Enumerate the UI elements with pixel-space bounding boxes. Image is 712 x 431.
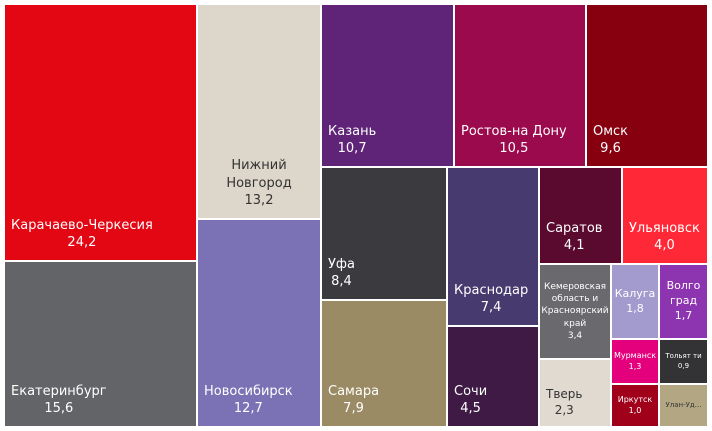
value-label: 1,0 (628, 405, 642, 415)
category-label: Мурманск (613, 350, 657, 360)
value-label: 1,3 (628, 361, 642, 371)
tile-label: Сочи 4,5 (454, 383, 487, 418)
category-label: Улан-Уд... (665, 400, 702, 409)
tile: Калуга 1,8 (612, 265, 658, 338)
tile: Омск 9,6 (587, 5, 707, 166)
category-label: Омск (593, 123, 629, 139)
value-label: 10,7 (337, 141, 367, 157)
tile: Самара 7,9 (322, 301, 446, 426)
tile: Екатеринбург 15,6 (5, 262, 196, 426)
tile: Тольят ти 0,9 (660, 340, 707, 383)
tile: Ульяновск 4,0 (623, 168, 707, 263)
category-label: Казань (328, 123, 377, 139)
value-label: 4,1 (563, 238, 585, 254)
value-label: 12,7 (233, 401, 263, 417)
category-label: Сочи (454, 383, 488, 399)
category-label: Ростов-на Дону (461, 123, 567, 139)
tile-label: Саратов 4,1 (546, 220, 602, 255)
tile-label: Калуга 1,8 (615, 287, 656, 317)
tile-label: Ростов-на Дону 10,5 (461, 123, 567, 158)
tile-label: Уфа 8,4 (328, 256, 355, 291)
category-label: Саратов (546, 220, 603, 236)
value-label: 9,6 (600, 141, 621, 157)
tile-label: Иркутск 1,0 (618, 395, 653, 417)
tile-label: Екатеринбург 15,6 (11, 383, 107, 418)
category-label: Кемеровская область и Красноярский край (541, 282, 609, 329)
tile-label: Казань 10,7 (328, 123, 376, 158)
tile-label: Тольят ти 0,9 (665, 352, 701, 371)
value-label: 24,2 (67, 235, 97, 251)
tile-label: Волго град 1,7 (662, 279, 705, 324)
tile-label: Новосибирск 12,7 (204, 383, 293, 418)
category-label: Ульяновск (629, 220, 700, 236)
category-label: Екатеринбург (11, 383, 107, 399)
category-label: Тольят ти (665, 352, 702, 361)
value-label: 1,8 (626, 301, 644, 315)
category-label: Калуга (614, 286, 656, 300)
tile: Саратов 4,1 (540, 168, 621, 263)
tile: Ростов-на Дону 10,5 (455, 5, 585, 166)
tile-label: Мурманск 1,3 (614, 351, 656, 373)
category-label: Карачаево-Черкесия (11, 217, 153, 233)
tile-label: Нижний Новгород 13,2 (204, 157, 314, 210)
tile-label: Омск 9,6 (593, 123, 628, 158)
tile: Новосибирск 12,7 (198, 220, 320, 426)
tile: Мурманск 1,3 (612, 340, 658, 383)
tile: Сочи 4,5 (448, 327, 538, 426)
value-label: 4,5 (460, 401, 481, 417)
value-label: 1,7 (674, 308, 693, 322)
tile: Нижний Новгород 13,2 (198, 5, 320, 218)
value-label: 15,6 (44, 401, 74, 417)
value-label: 7,9 (343, 401, 364, 417)
value-label: 0,9 (677, 361, 690, 370)
tile-label: Ульяновск 4,0 (629, 220, 700, 255)
value-label: 4,0 (654, 238, 675, 254)
tile-label: Краснодар 7,4 (454, 282, 528, 317)
category-label: Иркутск (617, 394, 653, 404)
tile: Казань 10,7 (322, 5, 453, 166)
category-label: Волго град (666, 279, 701, 308)
tile: Краснодар 7,4 (448, 168, 538, 325)
value-label: 2,3 (554, 402, 574, 417)
tile-label: Кемеровская область и Красноярский край 3… (541, 281, 608, 342)
tile-label: Карачаево-Черкесия 24,2 (11, 217, 153, 252)
tile: Волго град 1,7 (660, 265, 707, 338)
tile: Иркутск 1,0 (612, 385, 658, 426)
value-label: 3,4 (567, 330, 583, 341)
category-label: Краснодар (454, 282, 529, 298)
tile-label: Самара 7,9 (328, 383, 379, 418)
category-label: Уфа (328, 256, 356, 272)
tile: Карачаево-Черкесия 24,2 (5, 5, 196, 260)
value-label: 13,2 (244, 193, 274, 209)
category-label: Тверь (546, 386, 583, 401)
category-label: Новосибирск (204, 383, 293, 399)
tile: Тверь 2,3 (540, 360, 610, 426)
tile: Улан-Уд... (660, 385, 707, 426)
value-label: 7,4 (480, 300, 502, 316)
tile-label: Улан-Уд... (666, 401, 702, 410)
tile-label: Тверь 2,3 (546, 386, 582, 418)
tile: Кемеровская область и Красноярский край 3… (540, 265, 610, 358)
value-label: 10,5 (499, 141, 529, 157)
tile: Уфа 8,4 (322, 168, 446, 299)
value-label: 8,4 (331, 274, 352, 290)
category-label: Нижний Новгород (226, 158, 292, 191)
category-label: Самара (328, 383, 380, 399)
